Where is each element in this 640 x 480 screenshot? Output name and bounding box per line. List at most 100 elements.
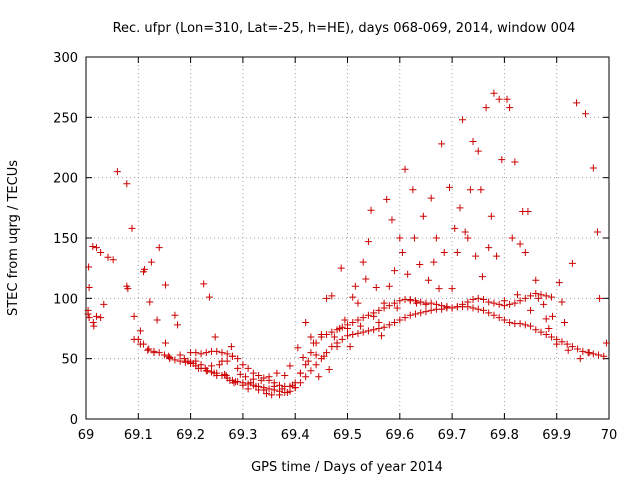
data-point <box>558 338 566 346</box>
data-point <box>411 297 419 305</box>
data-point <box>104 253 112 261</box>
data-point <box>558 298 566 306</box>
data-point <box>432 234 440 242</box>
data-point <box>153 316 161 324</box>
data-point <box>166 353 174 361</box>
data-point <box>406 311 414 319</box>
data-point <box>276 381 284 389</box>
data-point <box>362 275 370 283</box>
data-point <box>396 234 404 242</box>
data-point <box>89 318 97 326</box>
data-point <box>438 140 446 148</box>
data-point <box>180 355 188 363</box>
data-point <box>359 314 367 322</box>
data-point <box>372 283 380 291</box>
ticks-layer: 69 69.1 69.2 69.3 69.4 69.5 69.6 69.7 69.8 69.9 70… <box>53 51 617 443</box>
data-point <box>315 373 323 381</box>
data-point <box>341 316 349 324</box>
data-point <box>506 318 514 326</box>
data-point <box>242 373 250 381</box>
data-point <box>370 309 378 317</box>
y-tick-label: 100 <box>53 292 78 307</box>
data-point <box>564 346 572 354</box>
data-point <box>354 316 362 324</box>
data-point <box>573 99 581 107</box>
data-point <box>511 299 519 307</box>
data-point <box>445 183 453 191</box>
data-point <box>276 387 284 395</box>
data-point <box>223 357 231 365</box>
data-point <box>451 224 459 232</box>
data-point <box>453 248 461 256</box>
y-axis-label: STEC from uqrg / TECUs <box>6 160 21 316</box>
data-point <box>128 224 136 232</box>
data-point <box>393 304 401 312</box>
data-point <box>516 297 524 305</box>
data-point <box>213 347 221 355</box>
chart-title: Rec. ufpr (Lon=310, Lat=-25, h=HE), days… <box>113 21 576 36</box>
data-point <box>396 316 404 324</box>
data-point <box>409 186 417 194</box>
data-point <box>485 244 493 252</box>
data-point <box>317 333 325 341</box>
data-point <box>171 356 179 364</box>
data-point <box>328 343 336 351</box>
data-point <box>304 357 312 365</box>
x-tick-label: 69.5 <box>333 428 362 443</box>
data-point <box>593 228 601 236</box>
data-point <box>375 325 383 332</box>
x-tick-label: 69.8 <box>490 428 519 443</box>
data-point <box>359 258 367 266</box>
data-point <box>595 351 603 359</box>
data-point <box>213 369 221 377</box>
data-point <box>92 312 100 320</box>
data-point <box>448 304 456 312</box>
data-point <box>97 314 105 322</box>
data-point <box>244 380 252 388</box>
data-point <box>325 366 333 374</box>
data-point <box>425 276 433 284</box>
data-point <box>521 321 529 329</box>
data-point <box>443 303 451 311</box>
data-point <box>171 311 179 319</box>
data-point <box>448 285 456 293</box>
data-point <box>404 270 412 278</box>
data-point <box>534 294 542 302</box>
data-point <box>146 298 154 306</box>
data-point <box>265 385 273 393</box>
data-point <box>568 343 576 351</box>
data-point <box>410 234 418 242</box>
data-point <box>364 327 372 335</box>
data-point <box>416 261 424 269</box>
data-point <box>307 349 315 357</box>
data-point <box>249 375 257 383</box>
data-point <box>249 369 257 377</box>
plot-frame <box>85 56 610 420</box>
data-point <box>364 311 372 319</box>
data-point <box>239 379 247 387</box>
data-point <box>302 318 310 326</box>
data-point <box>84 310 92 318</box>
data-point <box>281 372 289 380</box>
data-point <box>440 248 448 256</box>
data-point <box>323 331 331 339</box>
data-point <box>155 244 163 252</box>
data-point <box>459 116 467 124</box>
data-point <box>123 180 131 188</box>
data-point <box>349 293 357 301</box>
data-point <box>228 352 236 360</box>
x-tick-label: 69.6 <box>385 428 414 443</box>
data-point <box>506 104 514 112</box>
data-point <box>495 314 503 322</box>
data-point <box>430 258 438 266</box>
data-point <box>228 376 236 384</box>
data-point <box>532 276 540 284</box>
data-point <box>192 349 200 357</box>
data-point <box>500 316 508 324</box>
data-point <box>218 349 226 357</box>
data-point <box>296 369 304 377</box>
data-point <box>90 322 98 330</box>
data-point <box>478 273 486 281</box>
data-point <box>312 339 320 347</box>
data-point <box>85 314 93 322</box>
